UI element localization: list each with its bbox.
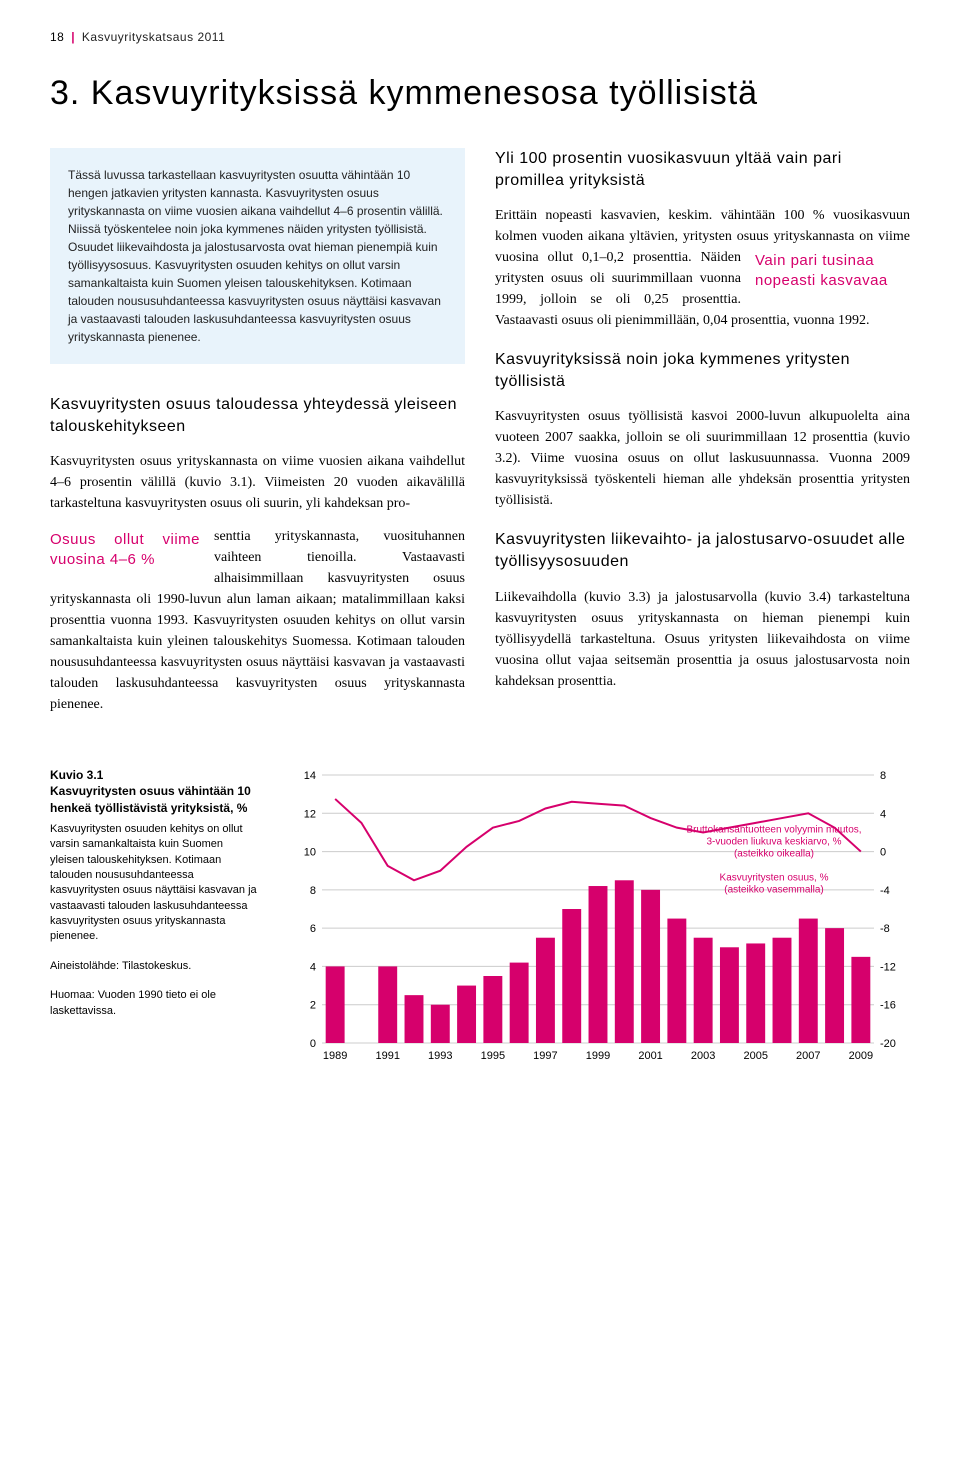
svg-text:8: 8 bbox=[310, 885, 316, 897]
svg-text:-4: -4 bbox=[880, 885, 890, 897]
svg-text:6: 6 bbox=[310, 923, 316, 935]
svg-text:3-vuoden liukuva keskiarvo, %: 3-vuoden liukuva keskiarvo, % bbox=[706, 837, 841, 848]
svg-text:2003: 2003 bbox=[691, 1050, 715, 1062]
figure-description: Kasvuyritysten osuuden kehitys on ollut … bbox=[50, 822, 260, 945]
right-column: Yli 100 prosentin vuosikasvuun yltää vai… bbox=[495, 148, 910, 727]
left-para-1c-text: kasvuyritysten osuus yrityskannasta oli … bbox=[50, 571, 465, 712]
page-number: 18 bbox=[50, 30, 64, 44]
svg-text:-20: -20 bbox=[880, 1038, 896, 1050]
svg-text:2007: 2007 bbox=[796, 1050, 820, 1062]
svg-text:2009: 2009 bbox=[849, 1050, 873, 1062]
left-para-1bc: Osuus ollut viime vuosina 4–6 % senttia … bbox=[50, 526, 465, 715]
svg-text:1999: 1999 bbox=[586, 1050, 610, 1062]
summary-box: Tässä luvussa tarkastellaan kasvuyrityst… bbox=[50, 148, 465, 364]
right-para-3: Liikevaihdolla (kuvio 3.3) ja jalostusar… bbox=[495, 587, 910, 692]
svg-text:-8: -8 bbox=[880, 923, 890, 935]
svg-text:1991: 1991 bbox=[375, 1050, 399, 1062]
svg-text:8: 8 bbox=[880, 770, 886, 782]
svg-text:(asteikko vasemmalla): (asteikko vasemmalla) bbox=[724, 884, 823, 895]
svg-text:0: 0 bbox=[880, 847, 886, 859]
svg-text:2: 2 bbox=[310, 1000, 316, 1012]
right-para-2: Kasvuyritysten osuus työllisistä kasvoi … bbox=[495, 406, 910, 511]
svg-text:-16: -16 bbox=[880, 1000, 896, 1012]
pull-quote-right: Vain pari tusinaa nopeasti kasvavaa bbox=[755, 251, 910, 290]
header-separator: | bbox=[71, 30, 75, 44]
left-subhead-1: Kasvuyritysten osuus taloudessa yhteydes… bbox=[50, 394, 465, 437]
right-subhead-1: Yli 100 prosentin vuosikasvuun yltää vai… bbox=[495, 148, 910, 191]
right-para-1: Erittäin nopeasti kasvavien, keskim. väh… bbox=[495, 205, 910, 331]
svg-text:12: 12 bbox=[304, 808, 316, 820]
svg-text:(asteikko oikealla): (asteikko oikealla) bbox=[734, 849, 814, 860]
document-title: Kasvuyrityskatsaus 2011 bbox=[82, 30, 225, 44]
svg-text:0: 0 bbox=[310, 1038, 316, 1050]
figure-title: Kasvuyritysten osuus vähintään 10 henkeä… bbox=[50, 784, 251, 814]
right-para-1c-text: 1999, jolloin se oli 0,25 prosenttia. Va… bbox=[495, 292, 869, 328]
svg-text:1995: 1995 bbox=[481, 1050, 505, 1062]
chart-svg: 0 2 4 6 8 10 12 14 -20 -16 -12 -8 -4 0 4 8 1989 1991 1993 1… bbox=[288, 767, 908, 1067]
svg-text:2005: 2005 bbox=[743, 1050, 767, 1062]
figure-note: Huomaa: Vuoden 1990 tieto ei ole laskett… bbox=[50, 988, 260, 1019]
svg-text:14: 14 bbox=[304, 770, 316, 782]
figure-source: Aineistolähde: Tilastokeskus. bbox=[50, 959, 260, 974]
two-column-body: Tässä luvussa tarkastellaan kasvuyrityst… bbox=[50, 148, 910, 727]
figure-sidebar: Kuvio 3.1 Kasvuyritysten osuus vähintään… bbox=[50, 767, 260, 1019]
figure-label: Kuvio 3.1 bbox=[50, 768, 103, 782]
svg-text:1989: 1989 bbox=[323, 1050, 347, 1062]
left-column: Tässä luvussa tarkastellaan kasvuyrityst… bbox=[50, 148, 465, 727]
svg-text:4: 4 bbox=[310, 962, 316, 974]
svg-text:4: 4 bbox=[880, 808, 886, 820]
pull-quote-left: Osuus ollut viime vuosina 4–6 % bbox=[50, 530, 200, 569]
figure-3-1: Kuvio 3.1 Kasvuyritysten osuus vähintään… bbox=[50, 767, 910, 1067]
left-para-1a: Kasvuyritysten osuus yrityskannasta on v… bbox=[50, 451, 465, 514]
page-header: 18 | Kasvuyrityskatsaus 2011 bbox=[50, 30, 910, 44]
right-subhead-3: Kasvuyritysten liikevaihto- ja jalostusa… bbox=[495, 529, 910, 572]
svg-text:Bruttokansantuotteen volyymin: Bruttokansantuotteen volyymin muutos, bbox=[686, 825, 861, 836]
chart-canvas: 0 2 4 6 8 10 12 14 -20 -16 -12 -8 -4 0 4 8 1989 1991 1993 1… bbox=[288, 767, 910, 1067]
svg-text:1993: 1993 bbox=[428, 1050, 452, 1062]
svg-text:1997: 1997 bbox=[533, 1050, 557, 1062]
svg-text:-12: -12 bbox=[880, 962, 896, 974]
svg-text:10: 10 bbox=[304, 847, 316, 859]
svg-text:Kasvuyritysten osuus, %: Kasvuyritysten osuus, % bbox=[720, 872, 829, 883]
figure-label-title: Kuvio 3.1 Kasvuyritysten osuus vähintään… bbox=[50, 767, 260, 816]
chapter-title: 3. Kasvuyrityksissä kymmenesosa työllisi… bbox=[50, 74, 910, 113]
right-subhead-2: Kasvuyrityksissä noin joka kymmenes yrit… bbox=[495, 349, 910, 392]
svg-text:2001: 2001 bbox=[638, 1050, 662, 1062]
